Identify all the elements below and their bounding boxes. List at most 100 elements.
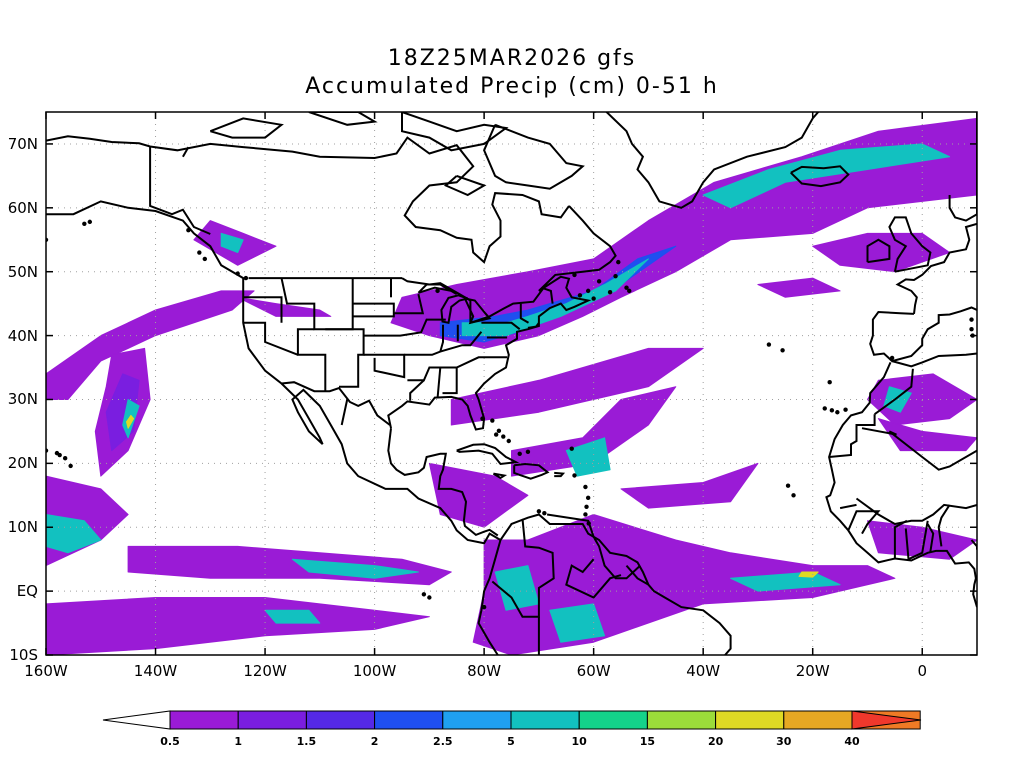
island	[480, 416, 485, 421]
coastline	[888, 430, 977, 471]
precip-field	[46, 117, 977, 655]
colorbar-segment	[715, 710, 785, 730]
map-subtitle: Accumulated Precip (cm) 0-51 h	[305, 74, 719, 99]
colorbar-segment	[237, 710, 307, 730]
island	[197, 250, 202, 255]
coastline	[888, 216, 932, 273]
coastline	[387, 428, 499, 537]
coastline	[409, 379, 425, 401]
colorbar-segment	[374, 710, 444, 730]
colorbar-segment	[169, 710, 239, 730]
colorbar-label: 2	[370, 735, 379, 748]
lon-label: 140W	[133, 662, 178, 680]
map-title: 18Z25MAR2026 gfs	[387, 46, 637, 71]
precip-area	[439, 245, 677, 343]
lat-label: 30N	[7, 390, 38, 409]
lon-label: 20W	[795, 662, 830, 680]
lon-label: 120W	[243, 662, 287, 680]
colorbar-segment	[442, 710, 512, 730]
axis-ticks	[45, 112, 977, 656]
precip-area	[549, 603, 606, 643]
coastline	[442, 367, 458, 395]
precip-area	[757, 277, 841, 298]
coastline	[393, 293, 425, 315]
coastline	[363, 318, 446, 337]
precip-area	[46, 290, 255, 400]
island	[596, 279, 602, 284]
island	[54, 450, 60, 456]
lat-label: 50N	[7, 262, 38, 281]
island	[627, 288, 632, 294]
island	[435, 288, 440, 294]
lon-label: 80W	[467, 662, 502, 680]
island	[506, 438, 511, 444]
island	[536, 509, 542, 514]
island	[766, 342, 772, 347]
lat-label: 60N	[7, 198, 38, 217]
lon-label: 100W	[352, 662, 397, 680]
island	[585, 495, 591, 501]
island	[202, 256, 208, 262]
island	[501, 434, 506, 439]
precip-area	[264, 609, 321, 624]
coastline	[499, 513, 732, 655]
coastline	[839, 503, 857, 510]
coastline	[513, 462, 550, 480]
island	[481, 604, 487, 610]
island	[822, 406, 827, 411]
island	[613, 273, 618, 279]
colorbar-label: 40	[844, 735, 860, 748]
colorbar-label: 5	[507, 735, 515, 748]
colorbar-label: 1	[234, 735, 243, 748]
map-frame	[45, 111, 978, 656]
island	[542, 510, 547, 516]
colorbar	[102, 710, 922, 730]
coastline	[527, 322, 540, 329]
island	[421, 592, 427, 597]
island	[586, 521, 591, 526]
island	[572, 272, 577, 278]
precip-area	[127, 545, 452, 586]
precip-area	[702, 143, 951, 209]
island	[624, 285, 629, 290]
coastline	[866, 238, 891, 264]
coastline	[625, 564, 649, 586]
precip-area	[220, 232, 244, 253]
coastline	[404, 331, 483, 356]
coastline	[926, 523, 935, 552]
island	[68, 463, 73, 469]
island	[585, 288, 591, 294]
island	[82, 221, 87, 226]
lon-label: 40W	[686, 662, 721, 680]
colorbar-segment	[305, 710, 376, 730]
coastlines	[46, 112, 977, 655]
coastline	[904, 520, 929, 561]
colorbar-label: 15	[639, 735, 656, 748]
island	[583, 512, 588, 517]
colorbar-label: 20	[707, 735, 724, 748]
colorbar-label: 2.5	[433, 735, 453, 748]
island	[517, 451, 522, 456]
lon-label: 0	[917, 662, 927, 680]
coastline	[456, 443, 520, 466]
coastline	[340, 399, 349, 426]
coastline	[554, 471, 566, 478]
island	[829, 408, 835, 413]
island	[493, 432, 499, 437]
island	[591, 296, 596, 301]
island	[584, 504, 589, 509]
coastline	[281, 381, 391, 426]
coastline	[280, 277, 354, 331]
coastline	[436, 367, 442, 398]
island	[607, 289, 613, 295]
coastline	[363, 353, 406, 379]
precip-area	[620, 462, 759, 509]
lat-label: 20N	[7, 454, 38, 473]
island	[889, 355, 895, 361]
island	[243, 275, 249, 281]
coastline	[182, 146, 190, 158]
island	[569, 446, 574, 451]
precip-area	[450, 347, 704, 426]
precip-area	[46, 514, 102, 554]
